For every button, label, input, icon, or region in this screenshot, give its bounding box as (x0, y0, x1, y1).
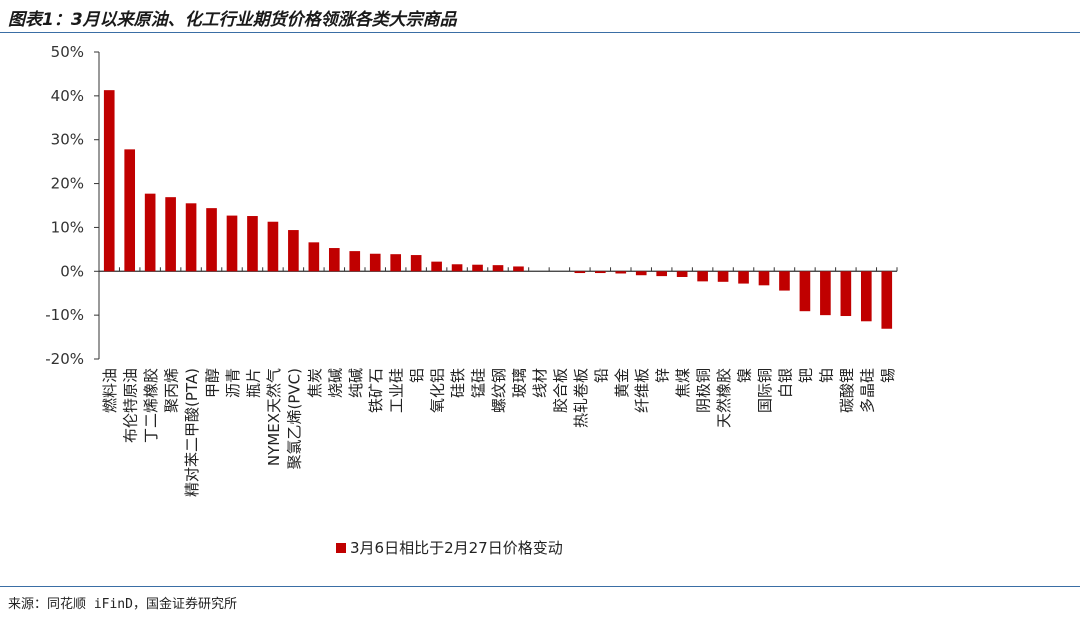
legend: 3月6日相比于2月27日价格变动 (336, 539, 563, 557)
category-label: 碳酸锂 (838, 368, 856, 413)
y-tick-label: 20% (51, 175, 84, 193)
category-label: 国际铜 (756, 368, 774, 413)
bar-硅铁 (451, 264, 463, 272)
source-divider (0, 586, 1080, 587)
legend-label: 3月6日相比于2月27日价格变动 (350, 539, 563, 557)
bar-黄金 (615, 271, 627, 274)
category-label: 铁矿石 (367, 368, 385, 413)
bar-白银 (779, 271, 790, 291)
bar-玻璃 (513, 266, 524, 272)
category-label: 精对苯二甲酸(PTA) (183, 368, 201, 497)
bar-精对苯二甲酸(PTA) (185, 203, 197, 272)
category-labels: 燃料油 布伦特原油 丁二烯橡胶 聚丙烯 精对苯二甲酸(PTA) 甲醇 沥青 瓶片 NYMEX天然… (101, 368, 897, 497)
category-label: 玻璃 (510, 368, 528, 398)
bar-镍 (738, 271, 749, 284)
bar-丁二烯橡胶 (144, 193, 156, 272)
category-label: 铅 (592, 368, 610, 383)
bar-工业硅 (390, 254, 402, 272)
category-label: 工业硅 (388, 368, 406, 413)
bar-烧碱 (328, 248, 340, 272)
bar-瓶片 (247, 216, 258, 272)
y-axis: 50% 40% 30% 20% 10% 0% -10% -20% (45, 43, 100, 368)
category-label: NYMEX天然气 (265, 368, 283, 466)
category-label: 线材 (531, 368, 549, 398)
legend-swatch (336, 543, 346, 553)
category-label: 镍 (736, 368, 754, 383)
bar-天然橡胶 (717, 271, 729, 282)
bar-碳酸锂 (840, 271, 852, 317)
category-label: 瓶片 (244, 368, 262, 398)
source-note: 来源：同花顺 iFinD，国金证券研究所 (8, 597, 237, 612)
bar-铁矿石 (369, 253, 381, 272)
bar-series (103, 90, 893, 329)
bar-铝 (410, 255, 422, 272)
category-label: 甲醇 (204, 368, 222, 398)
bar-国际铜 (758, 271, 770, 286)
bar-纯碱 (349, 251, 361, 272)
bar-热轧卷板 (574, 271, 586, 274)
y-tick-label: -10% (45, 306, 84, 324)
bar-铅 (594, 271, 606, 274)
bar-chart: 50%40%30%20%10%0%-10%-20% 燃料油 布伦特原油 丁二烯橡胶聚… (45, 43, 898, 557)
bar-聚丙烯 (165, 197, 176, 272)
category-label: 黄金 (613, 368, 631, 398)
bar-氧化铝 (431, 261, 442, 272)
category-label: 阴极铜 (695, 368, 713, 413)
category-label: 纯碱 (347, 368, 365, 398)
category-label: 铝 (408, 368, 426, 383)
bar-甲醇 (206, 208, 217, 272)
category-label: 铂 (817, 368, 835, 383)
category-label: 沥青 (224, 368, 242, 398)
category-label: 氧化铝 (429, 368, 447, 413)
y-tick-label: 30% (51, 131, 84, 149)
category-label: 焦煤 (674, 368, 692, 398)
y-tick-label: 50% (51, 43, 84, 61)
category-label: 螺纹钢 (490, 368, 508, 413)
category-label: 烧碱 (326, 368, 344, 398)
category-label: 锰硅 (470, 368, 488, 398)
bar-钯 (799, 271, 811, 312)
category-label: 锌 (654, 368, 672, 383)
category-label: 硅铁 (449, 368, 467, 398)
bar-多晶硅 (860, 271, 872, 322)
bar-锰硅 (472, 264, 483, 272)
bar-沥青 (226, 215, 238, 272)
bar-焦炭 (308, 242, 320, 272)
category-label: 丁二烯橡胶 (142, 368, 160, 443)
chart-title: 图表1：3月以来原油、化工行业期货价格领涨各类大宗商品 (8, 10, 457, 30)
category-label: 钯 (797, 368, 815, 383)
bar-铂 (820, 271, 831, 316)
bar-燃料油 (103, 90, 115, 272)
category-label: 布伦特原油 (122, 368, 140, 443)
category-label: 燃料油 (101, 368, 119, 413)
category-label: 焦炭 (306, 368, 324, 398)
bar-NYMEX天然气 (267, 221, 279, 272)
bar-锌 (656, 271, 668, 277)
category-label: 多晶硅 (858, 368, 876, 413)
bar-布伦特原油 (124, 149, 136, 272)
category-label: 纤维板 (633, 368, 651, 413)
category-label: 天然橡胶 (715, 368, 733, 428)
category-label: 聚丙烯 (163, 368, 181, 413)
category-label: 聚氯乙烯(PVC) (285, 368, 303, 470)
y-tick-label: -20% (45, 350, 84, 368)
category-label: 热轧卷板 (572, 368, 590, 428)
y-tick-label: 40% (51, 87, 84, 105)
y-tick-label: 0% (60, 262, 84, 280)
category-label: 白银 (776, 368, 794, 398)
bar-纤维板 (635, 271, 647, 276)
category-label: 胶合板 (551, 368, 569, 413)
title-divider (0, 32, 1080, 33)
bar-阴极铜 (697, 271, 708, 282)
category-label: 锡 (879, 368, 897, 383)
bar-焦煤 (676, 271, 688, 277)
y-tick-label: 10% (51, 218, 84, 236)
bar-聚氯乙烯(PVC) (288, 230, 299, 272)
bar-螺纹钢 (492, 265, 504, 272)
bar-锡 (881, 271, 893, 329)
